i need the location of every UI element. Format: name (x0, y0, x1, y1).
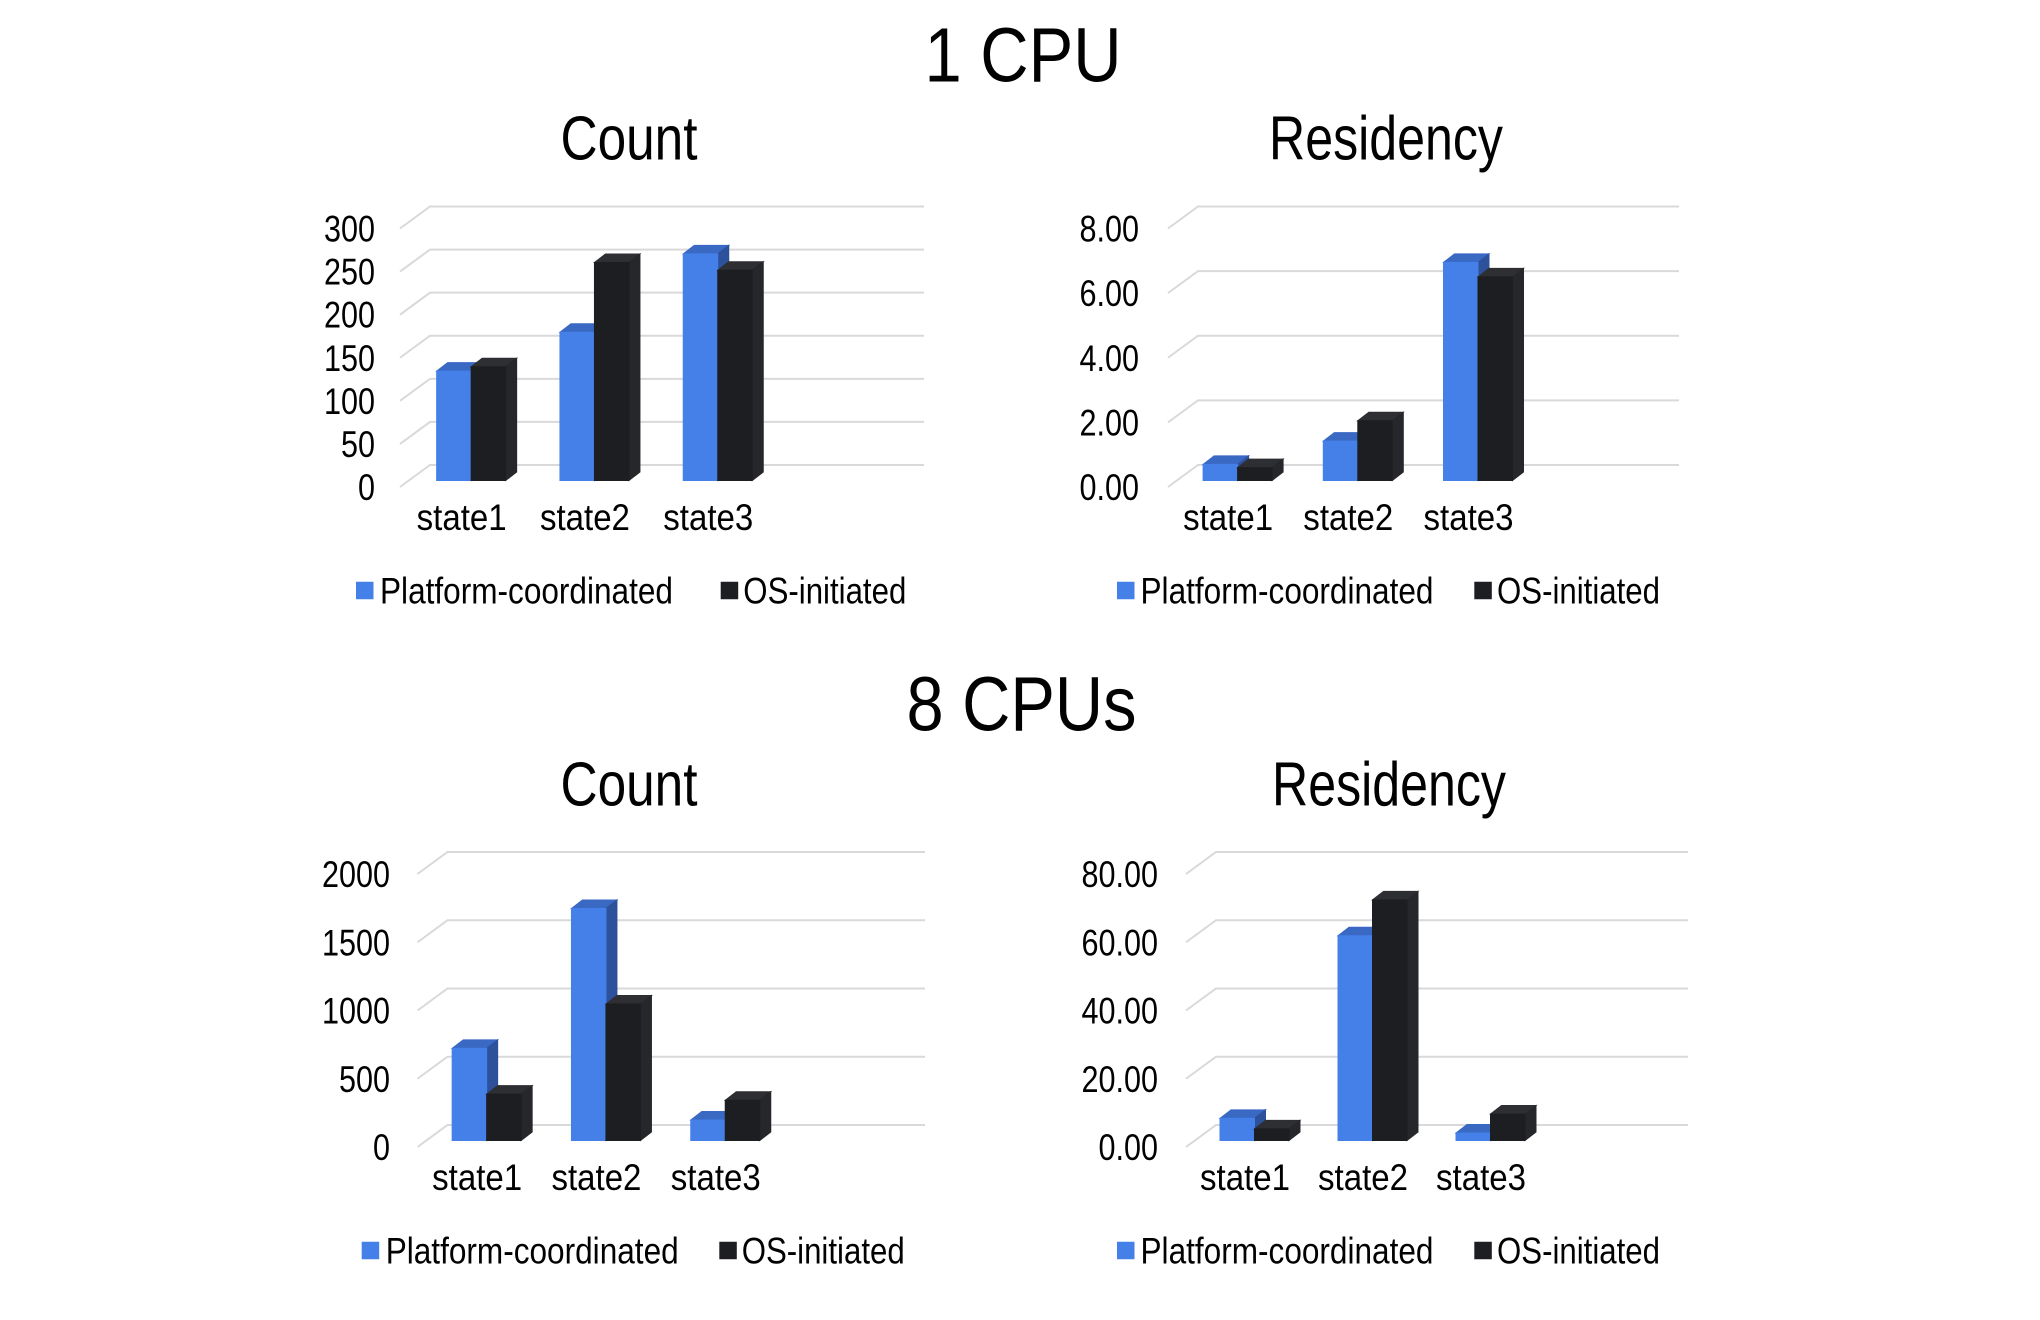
svg-text:50: 50 (341, 424, 375, 465)
svg-text:500: 500 (339, 1059, 390, 1100)
svg-text:0.00: 0.00 (1099, 1127, 1159, 1168)
svg-text:80.00: 80.00 (1082, 854, 1159, 895)
svg-text:1000: 1000 (322, 991, 390, 1032)
svg-text:state3: state3 (1424, 497, 1514, 538)
svg-text:Platform-coordinated: Platform-coordinated (386, 1231, 679, 1272)
svg-text:60.00: 60.00 (1082, 922, 1159, 963)
svg-text:Platform-coordinated: Platform-coordinated (380, 571, 673, 612)
svg-text:state2: state2 (1303, 497, 1393, 538)
svg-text:OS-initiated: OS-initiated (1497, 1231, 1660, 1272)
svg-text:state1: state1 (417, 497, 507, 538)
svg-text:1 CPU: 1 CPU (925, 13, 1122, 99)
svg-text:100: 100 (324, 381, 375, 422)
svg-text:OS-initiated: OS-initiated (742, 1231, 905, 1272)
svg-text:OS-initiated: OS-initiated (743, 571, 906, 612)
svg-text:Count: Count (561, 105, 698, 174)
svg-text:state3: state3 (663, 497, 753, 538)
svg-text:6.00: 6.00 (1080, 273, 1140, 314)
svg-text:state2: state2 (1318, 1157, 1408, 1198)
svg-text:200: 200 (324, 295, 375, 336)
svg-text:state1: state1 (1183, 497, 1273, 538)
svg-text:0: 0 (358, 467, 375, 508)
svg-text:Residency: Residency (1269, 105, 1503, 174)
svg-text:state3: state3 (1436, 1157, 1526, 1198)
svg-text:150: 150 (324, 338, 375, 379)
svg-text:state1: state1 (1200, 1157, 1290, 1198)
svg-text:state3: state3 (671, 1157, 761, 1198)
svg-text:300: 300 (324, 209, 375, 250)
svg-text:Count: Count (561, 751, 698, 820)
svg-text:8.00: 8.00 (1080, 209, 1140, 250)
svg-text:Platform-coordinated: Platform-coordinated (1141, 571, 1434, 612)
svg-text:state2: state2 (551, 1157, 641, 1198)
svg-text:state1: state1 (432, 1157, 522, 1198)
svg-text:Platform-coordinated: Platform-coordinated (1141, 1231, 1434, 1272)
svg-text:1500: 1500 (322, 922, 390, 963)
svg-text:2000: 2000 (322, 854, 390, 895)
svg-text:40.00: 40.00 (1082, 991, 1159, 1032)
svg-text:OS-initiated: OS-initiated (1497, 571, 1660, 612)
svg-text:0: 0 (373, 1127, 390, 1168)
svg-text:20.00: 20.00 (1082, 1059, 1159, 1100)
svg-text:Residency: Residency (1272, 751, 1506, 820)
svg-text:0.00: 0.00 (1080, 467, 1140, 508)
svg-text:2.00: 2.00 (1080, 402, 1140, 443)
svg-text:state2: state2 (540, 497, 630, 538)
svg-text:4.00: 4.00 (1080, 338, 1140, 379)
svg-text:8 CPUs: 8 CPUs (907, 662, 1137, 748)
svg-text:250: 250 (324, 252, 375, 293)
